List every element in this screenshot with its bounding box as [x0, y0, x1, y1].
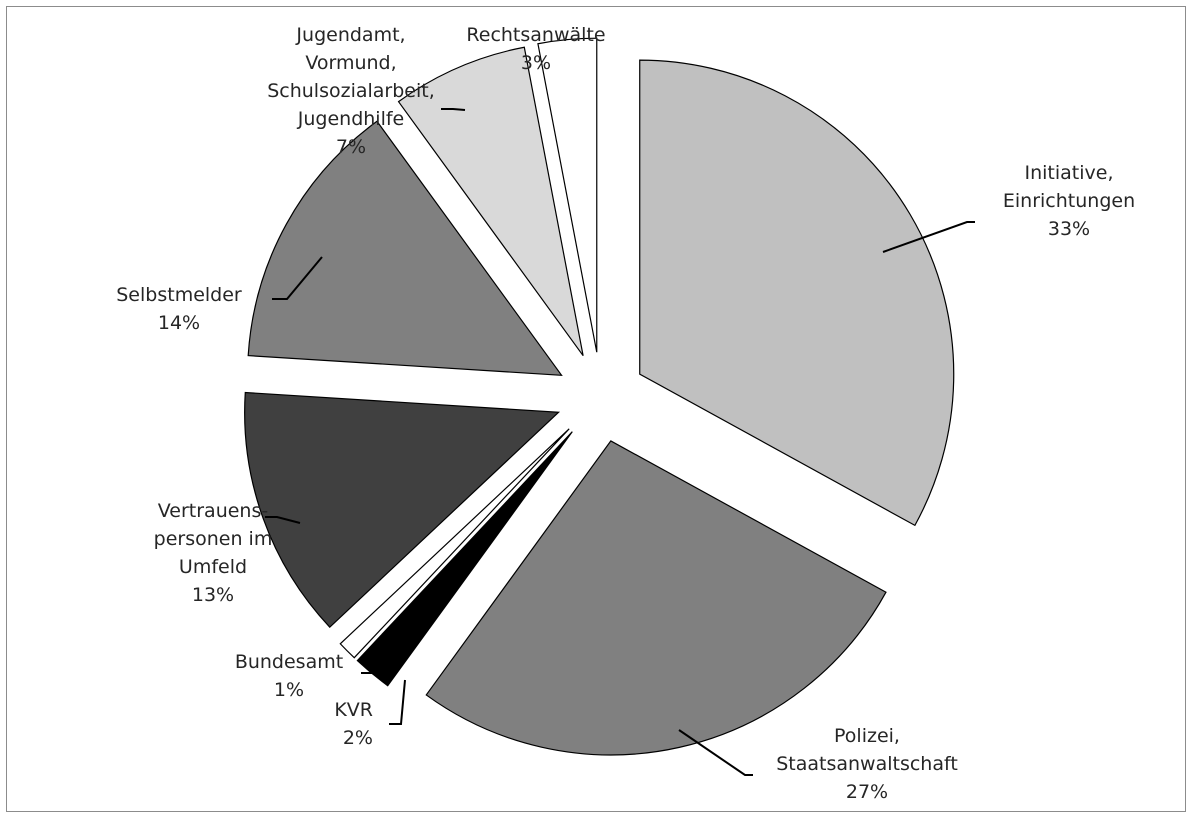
leader-line-4: [361, 644, 381, 674]
slice-label-6: Selbstmelder 14%: [116, 284, 242, 334]
slice-label-3: KVR 2%: [334, 699, 373, 749]
pie-slice-2: [425, 440, 887, 756]
leader-line-1: [882, 221, 975, 253]
pie-chart: Initiative, Einrichtungen 33% Polizei, Staat…: [116, 24, 1135, 803]
leader-line-7: [441, 108, 466, 111]
pie-slice-7: [397, 46, 584, 357]
slice-label-7: Jugendamt, Vormund, Schulsozialarbeit, Juge…: [267, 24, 435, 158]
slice-label-5: Vertrauens-personen im Umfeld 13%: [154, 500, 273, 606]
leader-line-6: [272, 256, 323, 300]
leader-line-3: [389, 679, 406, 725]
pie-slice-5: [244, 391, 561, 629]
slice-label-2: Polizei, Staatsanwaltschaft 27%: [776, 725, 958, 803]
pie-slice-8: [537, 37, 598, 353]
leader-line-2: [678, 729, 753, 776]
chart-frame: Initiative, Einrichtungen 33% Polizei, Staat…: [6, 6, 1186, 812]
slice-label-4: Bundesamt 1%: [235, 651, 343, 701]
slice-label-8: Rechtsanwälte 3%: [466, 24, 605, 74]
leader-line-5: [265, 516, 301, 524]
pie-slice-1: [639, 59, 955, 527]
pie-slice-4: [339, 428, 570, 659]
slice-label-1: Initiative, Einrichtungen 33%: [1003, 162, 1135, 240]
pie-slice-6: [247, 120, 563, 376]
